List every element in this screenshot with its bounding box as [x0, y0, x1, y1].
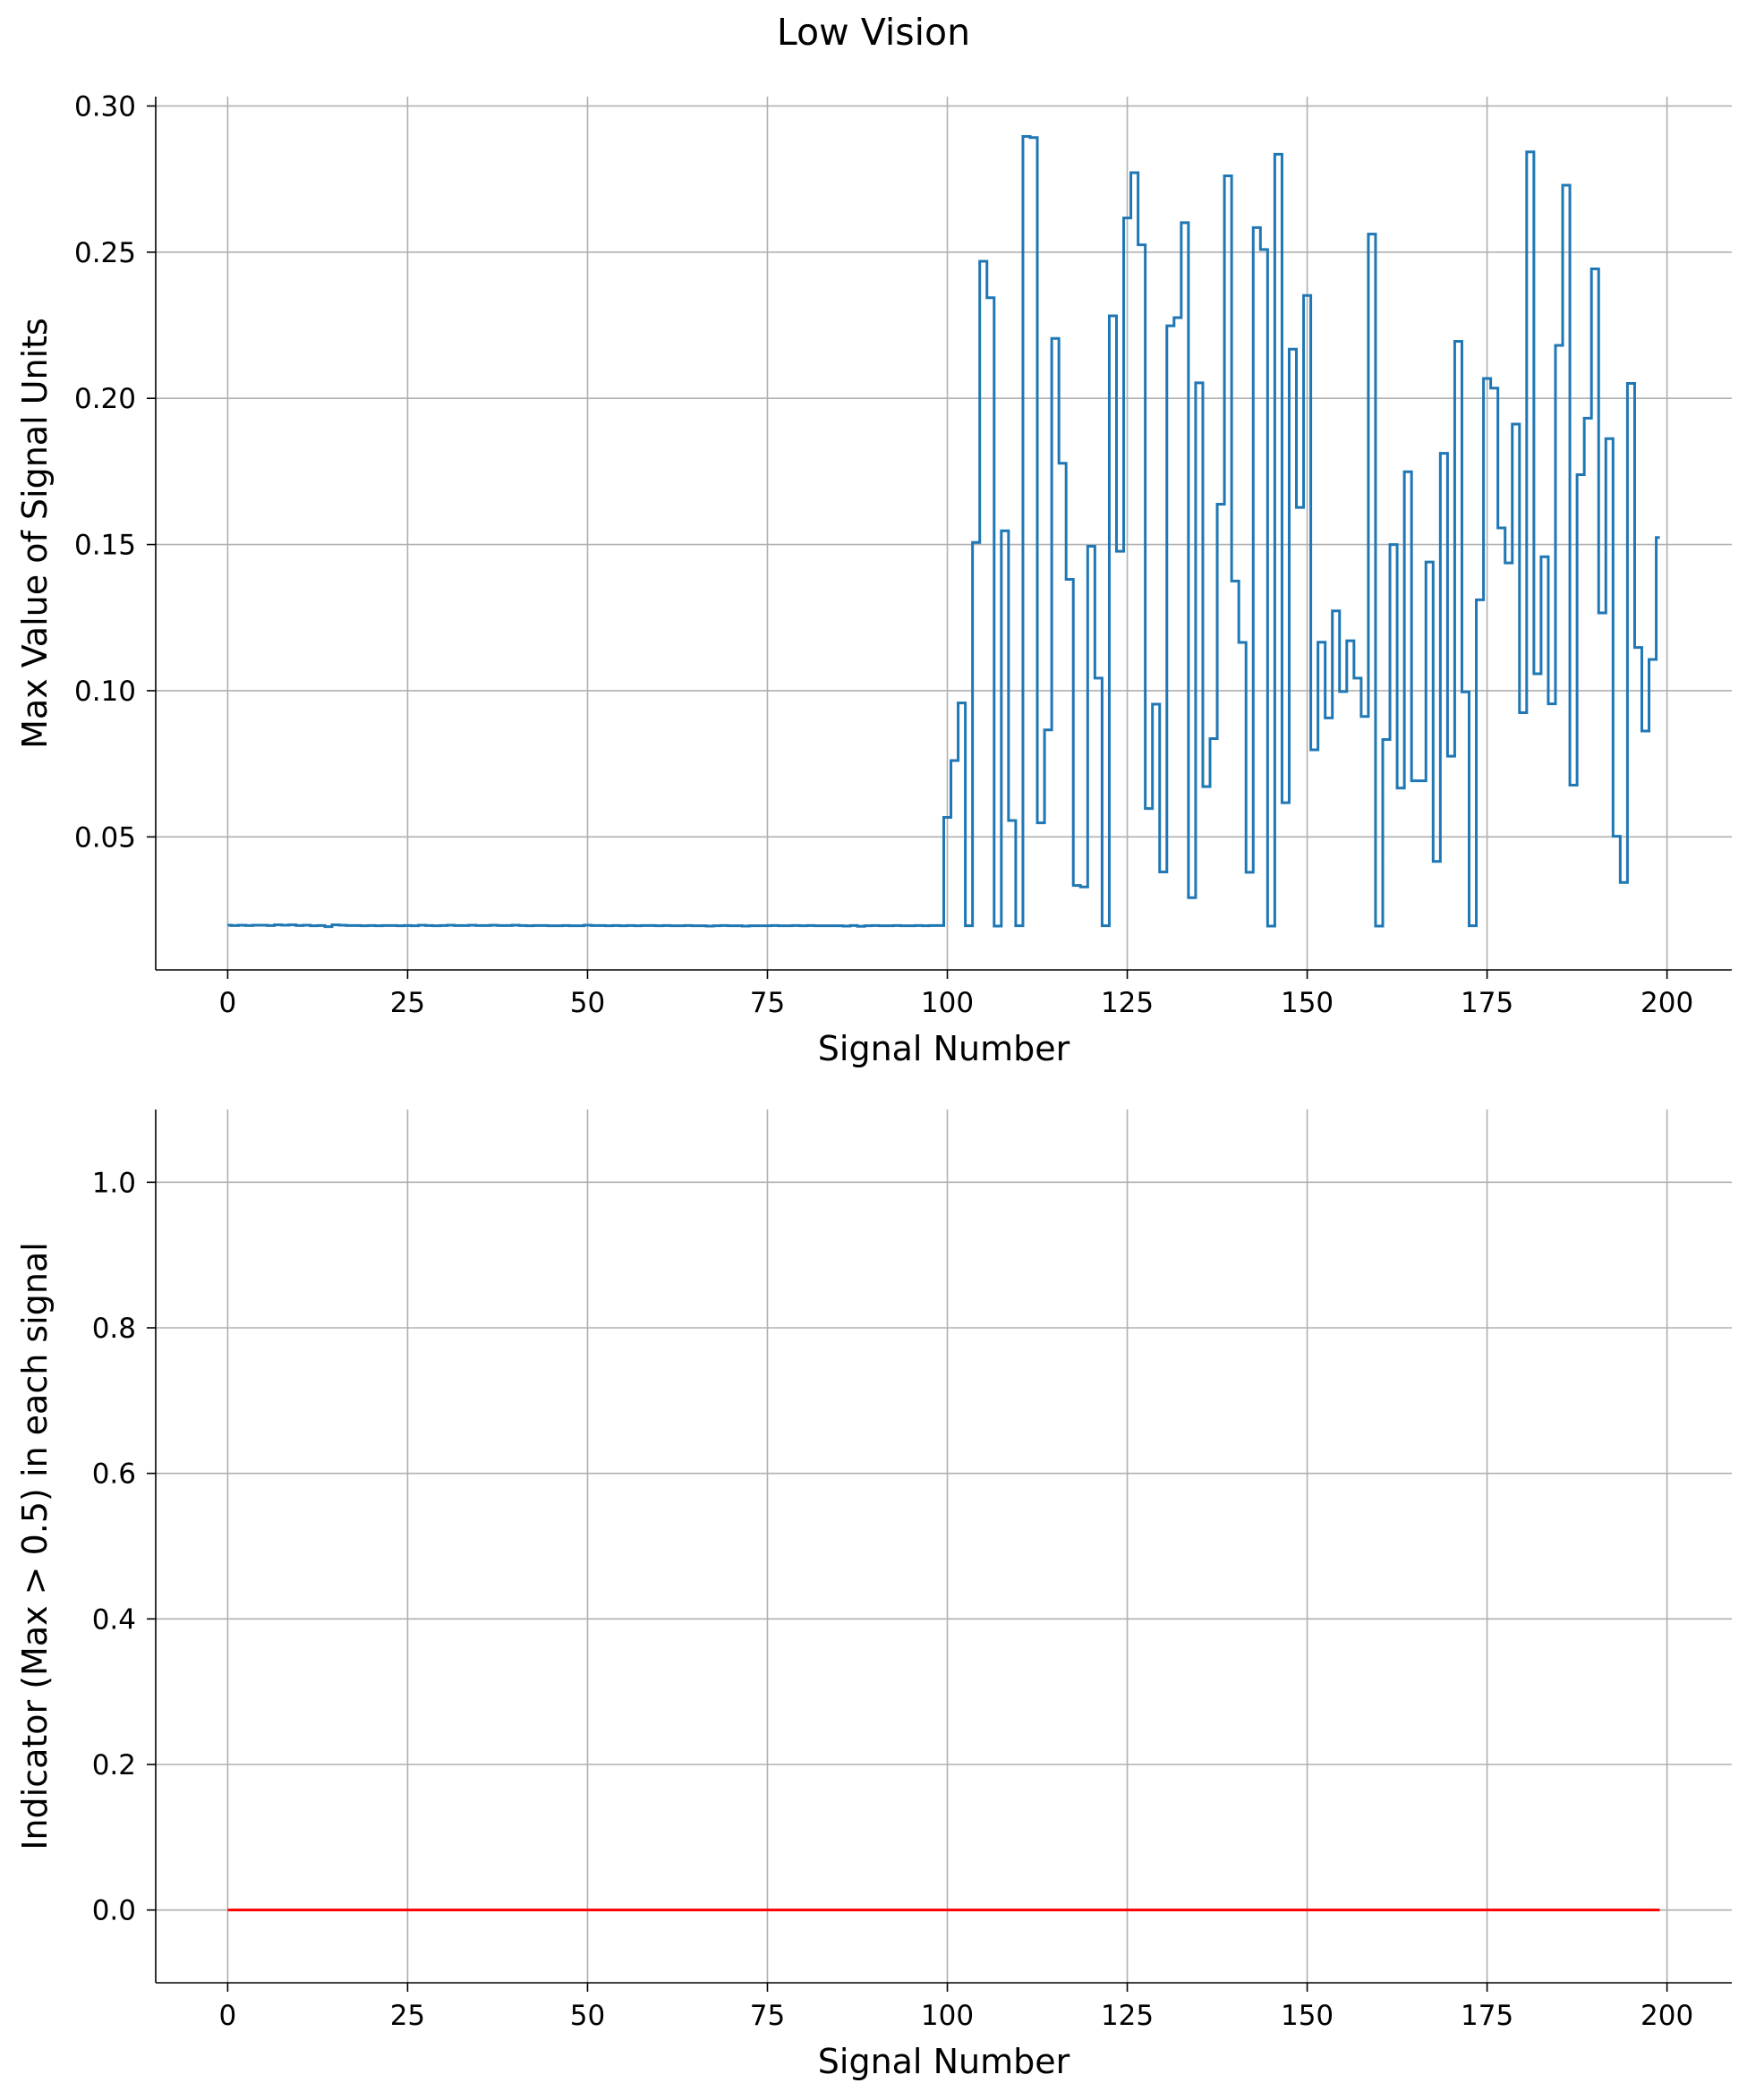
y-tick-label: 0.30 — [74, 90, 136, 123]
x-tick-label: 150 — [1281, 987, 1334, 1019]
y-tick-label: 0.15 — [74, 530, 136, 562]
y-tick-label: 0.6 — [92, 1458, 136, 1491]
y-tick-label: 0.25 — [74, 237, 136, 269]
x-tick-label: 175 — [1461, 2000, 1513, 2032]
y-tick-label: 0.2 — [92, 1749, 136, 1781]
y-tick-label: 0.10 — [74, 676, 136, 708]
top-axes: 0 25 50 75 100 125 150 175 200 0.05 0.10 0.15 0.20 0.… — [15, 90, 1732, 1068]
x-tick-label: 25 — [390, 2000, 425, 2032]
x-tick-label: 175 — [1461, 987, 1513, 1019]
x-tick-label: 75 — [750, 2000, 785, 2032]
bottom-axes: 0 25 50 75 100 125 150 175 200 0.0 0.2 0.4 0.6 0.8 1.0… — [15, 1110, 1732, 2081]
x-tick-label: 200 — [1640, 987, 1693, 1019]
x-tick-label: 0 — [219, 987, 237, 1019]
figure-title: Low Vision — [777, 11, 970, 54]
y-tick-label: 0.05 — [74, 821, 136, 854]
y-tick-label: 0.8 — [92, 1313, 136, 1345]
x-tick-label: 150 — [1281, 2000, 1334, 2032]
x-tick-label: 100 — [921, 2000, 974, 2032]
x-tick-label: 0 — [219, 2000, 237, 2032]
y-tick-label: 0.20 — [74, 383, 136, 415]
x-tick-label: 125 — [1101, 987, 1154, 1019]
y-axis-label: Indicator (Max > 0.5) in each signal — [15, 1242, 55, 1850]
x-tick-label: 25 — [390, 987, 425, 1019]
y-axis-label: Max Value of Signal Units — [15, 318, 55, 749]
x-tick-label: 75 — [750, 987, 785, 1019]
x-tick-label: 50 — [570, 987, 605, 1019]
y-tick-label: 1.0 — [92, 1167, 136, 1199]
y-tick-label: 0.4 — [92, 1603, 136, 1636]
x-tick-label: 125 — [1101, 2000, 1154, 2032]
x-axis-label: Signal Number — [818, 1029, 1070, 1068]
x-tick-label: 100 — [921, 987, 974, 1019]
x-tick-label: 200 — [1640, 2000, 1693, 2032]
x-tick-label: 50 — [570, 2000, 605, 2032]
y-tick-label: 0.0 — [92, 1895, 136, 1927]
x-axis-label: Signal Number — [818, 2042, 1070, 2081]
series-line — [227, 134, 1660, 929]
